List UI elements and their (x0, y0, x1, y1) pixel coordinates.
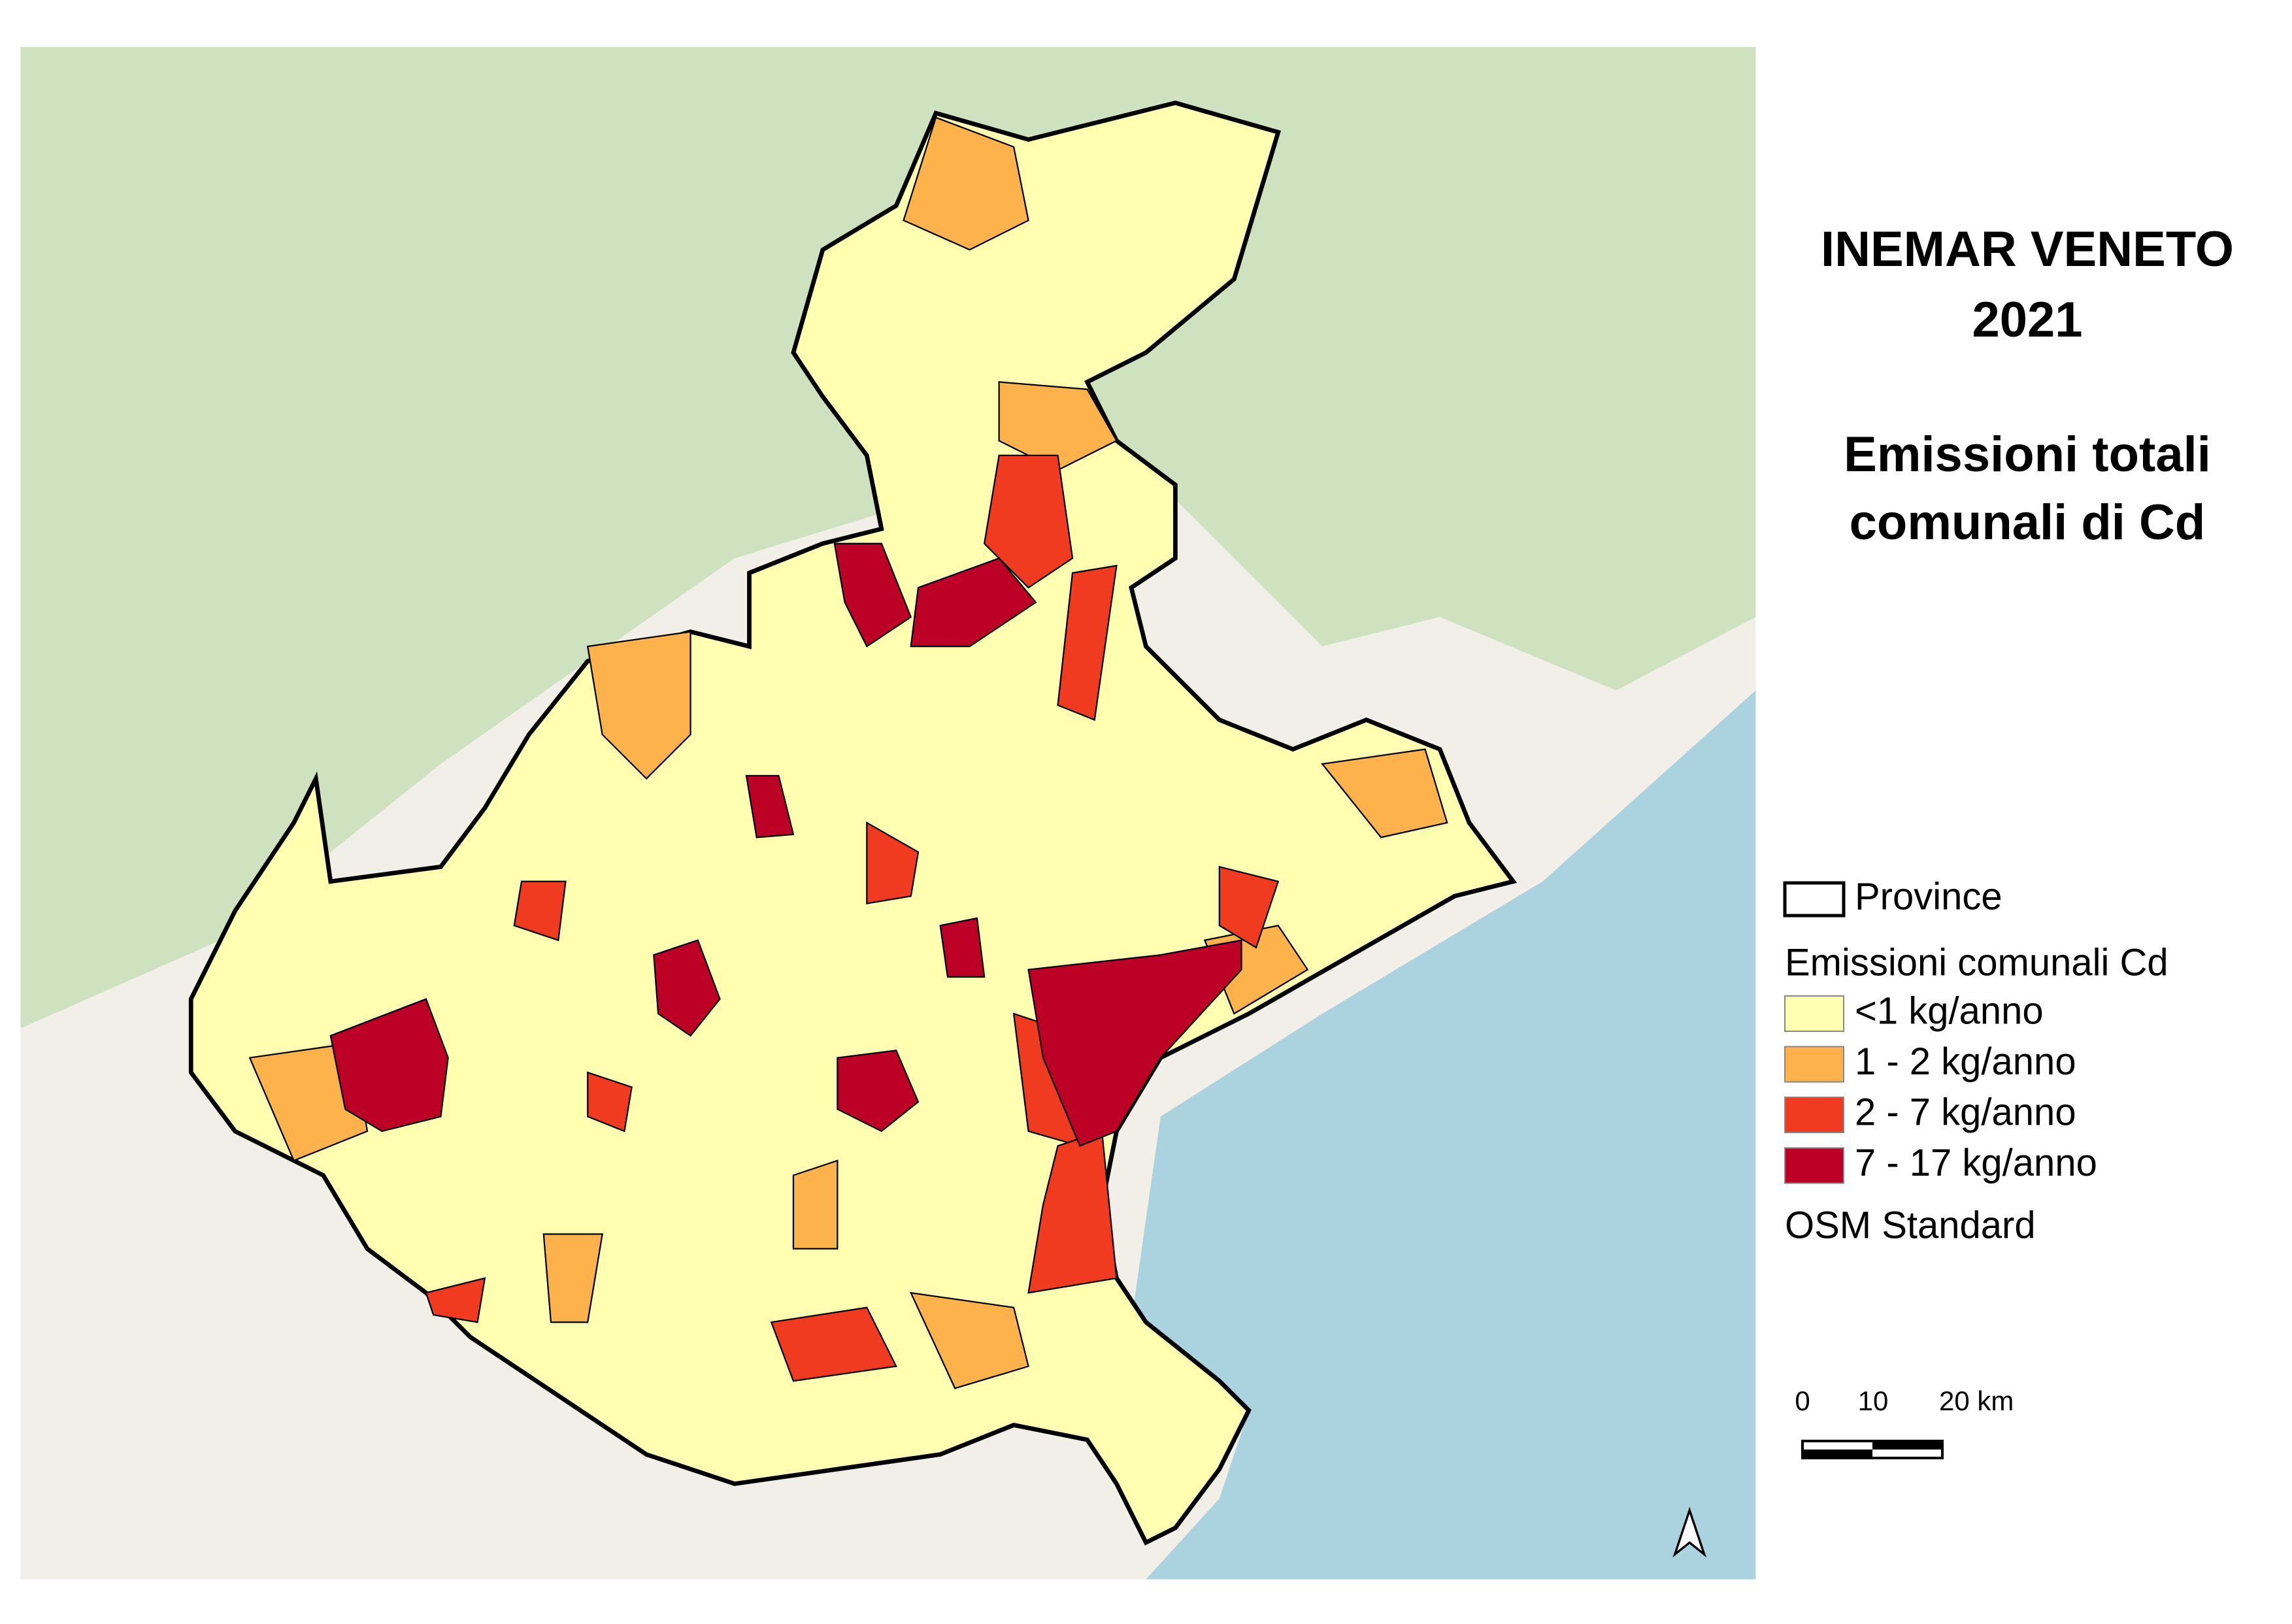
municipality (903, 116, 1029, 251)
municipality (745, 774, 795, 838)
legend-label: 7 - 17 kg/anno (1855, 1142, 2097, 1184)
municipality (909, 1291, 1029, 1389)
mountains (20, 46, 1756, 1029)
legend-swatch (1784, 1097, 1844, 1133)
municipality (792, 1159, 839, 1250)
municipality (653, 939, 721, 1037)
title-block: INEMAR VENETO 2021 Emissioni totali comu… (1821, 222, 2234, 550)
municipality (586, 631, 691, 780)
legend-label: <1 kg/anno (1855, 989, 2044, 1032)
title-line: 2021 (1972, 292, 2082, 348)
scale-label: 0 (1795, 1385, 1810, 1416)
municipality (425, 1277, 486, 1323)
title-line: INEMAR VENETO (1821, 222, 2234, 277)
scale-label: 10 (1858, 1385, 1889, 1416)
municipality (837, 1050, 920, 1133)
map-frame (20, 46, 1756, 1580)
sea (1131, 690, 1756, 1580)
municipality (1321, 748, 1448, 838)
municipalities (188, 100, 1518, 1546)
municipality (939, 917, 986, 978)
municipality (998, 381, 1118, 471)
title-line: comunali di Cd (1850, 495, 2206, 550)
municipality (513, 880, 567, 942)
municipality (1218, 865, 1280, 949)
legend-heading: Emissioni comunali Cd (1785, 941, 2168, 984)
legend-swatch (1784, 995, 1844, 1032)
title-line: Emissioni totali (1844, 427, 2211, 482)
legend-swatch (1784, 1147, 1844, 1184)
municipality (329, 998, 449, 1133)
province-swatch (1783, 881, 1846, 918)
region (188, 100, 1518, 1546)
legend-label: 2 - 7 kg/anno (1855, 1091, 2076, 1133)
north-arrow (1672, 1506, 1707, 1558)
scale-segment (1802, 1450, 1872, 1458)
municipality (866, 821, 920, 904)
municipality (770, 1306, 897, 1382)
legend-label: Province (1855, 875, 2002, 918)
municipality (1027, 939, 1242, 1147)
municipality (910, 557, 1037, 648)
municipality (833, 542, 912, 648)
scale-label: 20 km (1939, 1385, 2014, 1416)
legend: Province Emissioni comunali Cd OSM Stand… (1783, 875, 2168, 1246)
scale-segment (1872, 1441, 1942, 1450)
basemap-label: OSM Standard (1785, 1204, 2036, 1246)
municipality (542, 1233, 604, 1323)
legend-label: 1 - 2 kg/anno (1855, 1040, 2076, 1083)
legend-swatch (1784, 1046, 1844, 1083)
municipality (587, 1071, 633, 1133)
scale-bar: 0 10 20 km (1795, 1385, 2014, 1459)
municipality (1057, 565, 1118, 721)
municipality (983, 454, 1074, 589)
